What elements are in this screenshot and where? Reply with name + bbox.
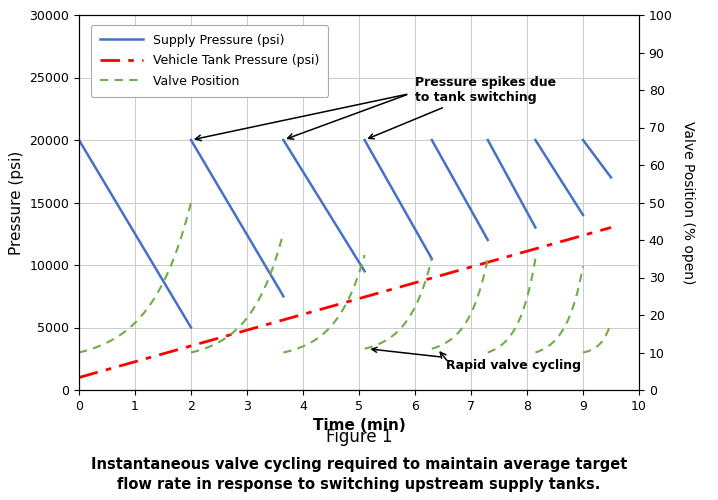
Y-axis label: Valve Position (% open): Valve Position (% open)	[681, 121, 695, 284]
Text: Figure 1: Figure 1	[326, 428, 392, 446]
X-axis label: Time (min): Time (min)	[312, 418, 406, 434]
Text: flow rate in response to switching upstream supply tanks.: flow rate in response to switching upstr…	[117, 477, 601, 492]
Text: Instantaneous valve cycling required to maintain average target: Instantaneous valve cycling required to …	[90, 457, 628, 472]
Legend: Supply Pressure (psi), Vehicle Tank Pressure (psi), Valve Position: Supply Pressure (psi), Vehicle Tank Pres…	[91, 25, 328, 97]
Text: Pressure spikes due
to tank switching: Pressure spikes due to tank switching	[369, 76, 556, 138]
Y-axis label: Pressure (psi): Pressure (psi)	[9, 150, 24, 254]
Text: Rapid valve cycling: Rapid valve cycling	[372, 348, 581, 372]
